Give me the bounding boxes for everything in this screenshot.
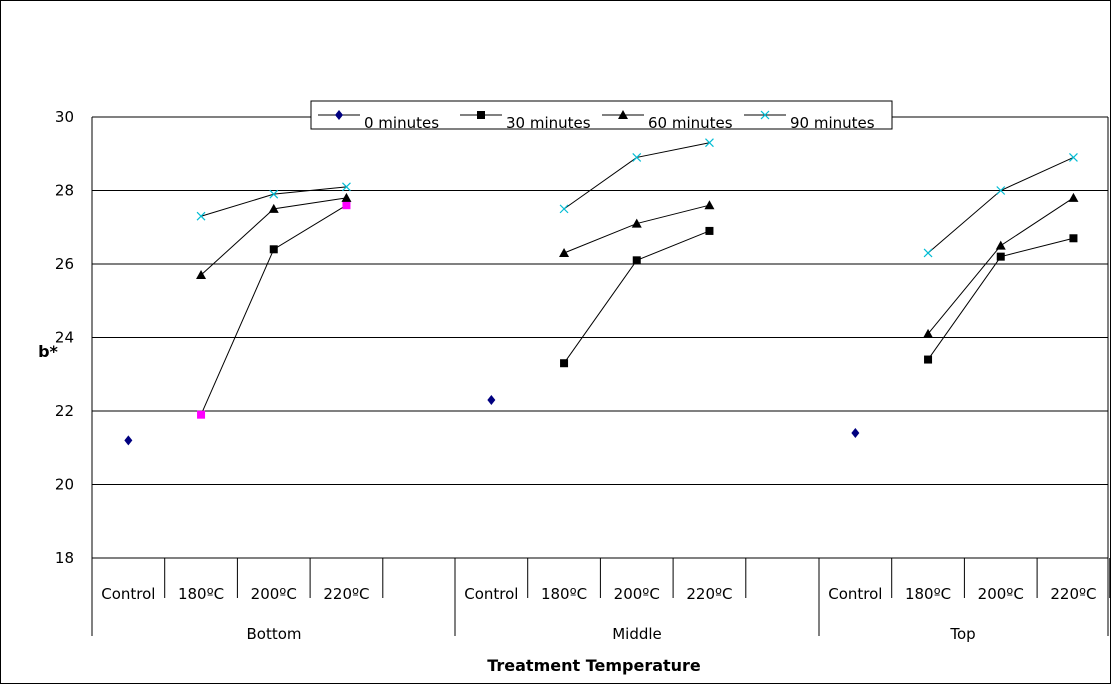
y-tick-label: 20 (55, 476, 74, 494)
data-point (559, 204, 569, 214)
legend-label: 0 minutes (364, 114, 439, 132)
data-point (487, 394, 496, 405)
series-line (563, 142, 710, 210)
group-label: Bottom (246, 625, 301, 643)
data-point (851, 428, 860, 439)
data-point (995, 240, 1006, 250)
data-point (341, 192, 352, 202)
category-label: Control (464, 585, 518, 603)
marker-stroke (705, 138, 714, 148)
legend: 0 minutes 30 minutes 60 minutes 90 minutes (310, 100, 893, 132)
marker-stroke (923, 248, 933, 258)
data-point (632, 153, 642, 162)
marker-stroke (996, 186, 1006, 195)
data-point (269, 245, 278, 254)
legend-marker (335, 110, 343, 120)
data-point (923, 328, 934, 338)
series-60-minutes (196, 192, 1079, 338)
marker-stroke (1069, 153, 1078, 162)
series-30-minutes (197, 201, 1078, 419)
series-line (927, 156, 1074, 254)
y-tick-label: 18 (55, 549, 74, 567)
legend-marker (760, 110, 770, 120)
data-point (924, 355, 933, 364)
data-point (705, 226, 714, 235)
data-point (560, 359, 569, 368)
category-label: 220ºC (323, 585, 369, 603)
data-point (342, 201, 351, 210)
marker-stroke (196, 211, 206, 221)
data-point (1069, 234, 1078, 243)
data-point (632, 256, 641, 265)
category-label: 180ºC (178, 585, 224, 603)
grid-layer (92, 116, 1108, 559)
data-point (196, 211, 206, 221)
data-point (704, 200, 715, 210)
legend-label: 30 minutes (506, 114, 591, 132)
marker-stroke (269, 189, 279, 199)
series-90-minutes (196, 138, 1078, 258)
marker-stroke (632, 153, 642, 162)
category-label: 200ºC (978, 585, 1024, 603)
marker-stroke (760, 110, 770, 120)
y-tick-label: 30 (55, 108, 74, 126)
legend-label: 60 minutes (648, 114, 733, 132)
data-point (1069, 153, 1078, 162)
data-point (269, 189, 279, 199)
legend-marker (477, 111, 485, 119)
legend-label: 90 minutes (790, 114, 875, 132)
series-line (927, 197, 1074, 335)
group-label: Top (949, 625, 975, 643)
category-label: 220ºC (1050, 585, 1096, 603)
legend-marker (618, 110, 628, 119)
series-line (563, 230, 710, 364)
data-point (631, 218, 642, 228)
data-point (1068, 192, 1079, 202)
y-tick-label: 22 (55, 402, 74, 420)
data-point (197, 410, 206, 419)
legend-box (310, 100, 893, 130)
category-label: 200ºC (614, 585, 660, 603)
marker-stroke (342, 182, 351, 192)
data-point (342, 182, 351, 192)
data-point (124, 435, 133, 446)
series-line (563, 204, 710, 254)
data-point (196, 270, 207, 280)
data-point (705, 138, 714, 148)
series-layer (124, 138, 1079, 446)
group-label: Middle (612, 625, 662, 643)
category-label: 200ºC (251, 585, 297, 603)
category-label: 220ºC (686, 585, 732, 603)
category-label: Control (101, 585, 155, 603)
series-0-minutes (124, 394, 860, 446)
y-tick-label: 26 (55, 255, 74, 273)
y-tick-label: 24 (55, 329, 74, 347)
category-label: 180ºC (541, 585, 587, 603)
y-tick-label: 28 (55, 182, 74, 200)
series-line (200, 204, 347, 415)
x-axis-title: Treatment Temperature (487, 656, 701, 675)
data-point (268, 203, 279, 213)
axis-layer: 18 20 22 24 26 28 30 Control 180ºC 200ºC 220ºC Bott… (55, 108, 1111, 643)
category-label: 180ºC (905, 585, 951, 603)
data-point (923, 248, 933, 258)
data-point (996, 186, 1006, 195)
data-point (559, 247, 570, 257)
data-point (996, 252, 1005, 261)
category-label: Control (828, 585, 882, 603)
marker-stroke (559, 204, 569, 214)
y-axis-title: b* (38, 342, 58, 361)
